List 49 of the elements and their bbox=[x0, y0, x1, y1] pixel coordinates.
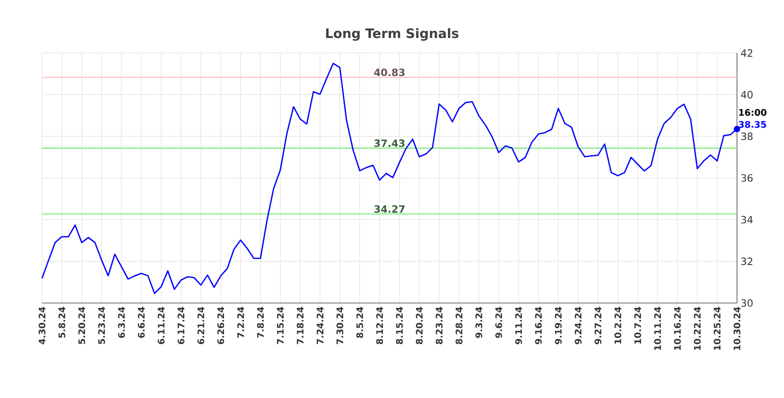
x-tick-label: 4.30.24 bbox=[38, 306, 46, 344]
x-tick-label: 8.12.24 bbox=[376, 306, 383, 344]
x-tick-label: 5.8.24 bbox=[58, 306, 66, 338]
x-tick-label: 9.3.24 bbox=[475, 306, 482, 338]
x-tick-label: 9.6.24 bbox=[495, 306, 502, 338]
x-tick-label: 7.8.24 bbox=[257, 306, 264, 338]
ref-line-label: 40.83 bbox=[374, 68, 405, 76]
data-label: 38.35 bbox=[738, 121, 766, 128]
x-tick-label: 8.23.24 bbox=[436, 306, 443, 344]
annotation: 16:00 bbox=[739, 109, 766, 116]
x-tick-label: 5.20.24 bbox=[78, 306, 86, 344]
x-tick-label: 10.22.24 bbox=[694, 306, 701, 350]
x-tick-label: 10.11.24 bbox=[654, 306, 661, 350]
y-tick-label: 38 bbox=[741, 132, 753, 140]
x-tick-label: 7.24.24 bbox=[316, 306, 324, 344]
x-tick-label: 10.7.24 bbox=[634, 306, 642, 344]
y-tick-label: 32 bbox=[741, 258, 752, 266]
ref-line-label: 34.27 bbox=[374, 205, 405, 213]
x-tick-label: 9.19.24 bbox=[554, 306, 562, 344]
x-tick-label: 9.16.24 bbox=[535, 306, 542, 344]
x-tick-label: 9.27.24 bbox=[594, 306, 602, 344]
x-tick-label: 6.26.24 bbox=[217, 306, 224, 344]
x-tick-label: 10.30.24 bbox=[734, 306, 740, 350]
chart-title: Long Term Signals bbox=[326, 28, 458, 41]
x-tick-label: 10.2.24 bbox=[614, 306, 622, 344]
y-tick-label: 30 bbox=[741, 299, 753, 307]
x-tick-label: 10.16.24 bbox=[674, 306, 681, 350]
x-tick-label: 6.17.24 bbox=[178, 306, 184, 344]
x-tick-label: 9.11.24 bbox=[515, 306, 522, 344]
x-tick-label: 6.11.24 bbox=[158, 306, 165, 344]
x-tick-label: 8.28.24 bbox=[456, 306, 462, 344]
y-tick-label: 40 bbox=[741, 90, 753, 98]
x-tick-label: 9.24.24 bbox=[574, 306, 582, 344]
x-tick-label: 8.5.24 bbox=[356, 306, 364, 338]
y-tick-label: 36 bbox=[741, 174, 753, 182]
x-tick-label: 6.6.24 bbox=[138, 306, 145, 338]
x-tick-label: 7.2.24 bbox=[237, 306, 244, 338]
x-tick-label: 5.23.24 bbox=[98, 306, 105, 344]
x-tick-label: 7.18.24 bbox=[296, 306, 304, 344]
y-tick-label: 34 bbox=[741, 216, 753, 224]
x-tick-label: 8.15.24 bbox=[396, 306, 403, 344]
x-tick-label: 7.30.24 bbox=[336, 306, 344, 344]
x-tick-label: 7.15.24 bbox=[276, 306, 284, 344]
x-tick-label: 10.25.24 bbox=[714, 306, 721, 350]
x-tick-label: 8.20.24 bbox=[416, 306, 423, 344]
x-tick-label: 6.21.24 bbox=[197, 306, 204, 344]
x-tick-label: 6.3.24 bbox=[118, 306, 125, 338]
ref-line-label: 37.43 bbox=[374, 139, 405, 147]
y-tick-label: 42 bbox=[741, 49, 752, 57]
